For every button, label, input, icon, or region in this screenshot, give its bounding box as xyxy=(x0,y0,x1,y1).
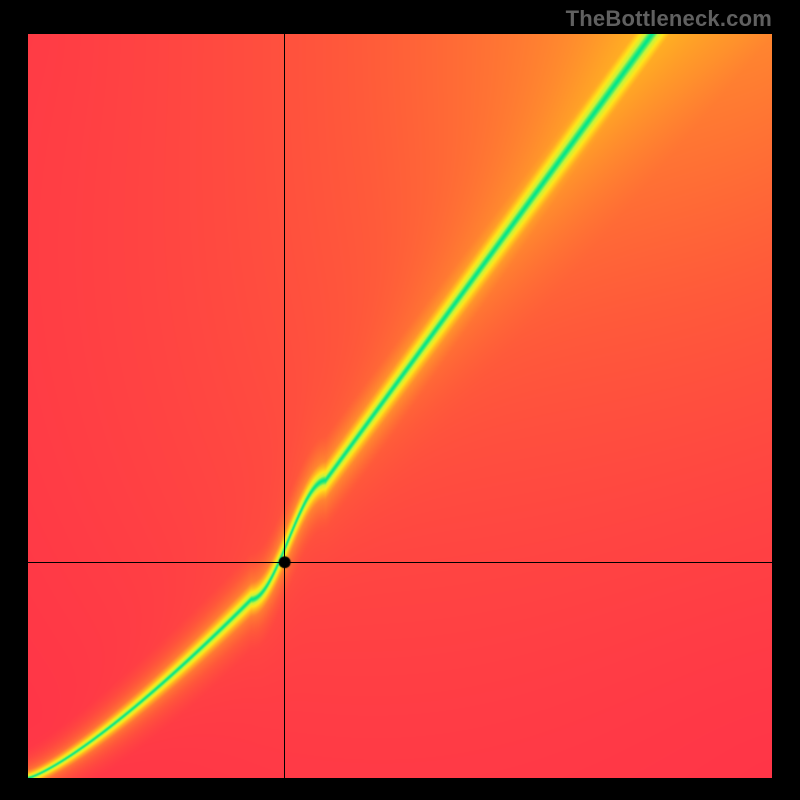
heatmap-canvas xyxy=(28,34,772,778)
watermark-text: TheBottleneck.com xyxy=(566,6,772,32)
chart-frame: TheBottleneck.com xyxy=(0,0,800,800)
heatmap-plot xyxy=(28,34,772,778)
crosshair-horizontal xyxy=(28,562,772,563)
crosshair-vertical xyxy=(284,34,285,778)
